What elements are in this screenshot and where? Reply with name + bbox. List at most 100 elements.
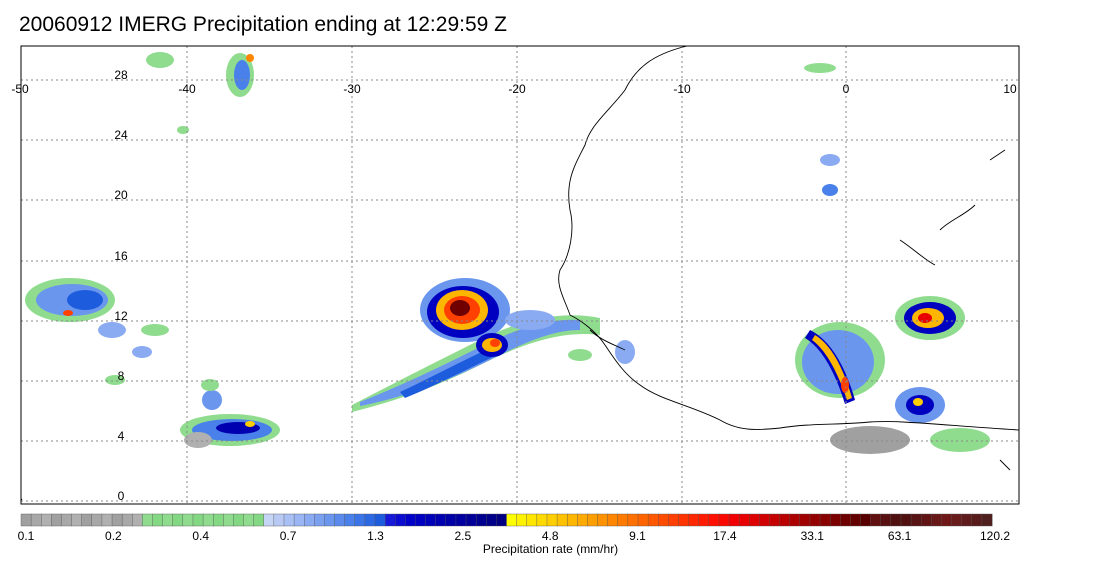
latitude-labels: 28 24 20 16 12 8 4 0 xyxy=(114,68,128,503)
colorbar-swatch xyxy=(738,513,750,527)
colorbar-swatch xyxy=(850,513,862,527)
colorbar-swatch xyxy=(304,513,315,527)
colorbar-swatch xyxy=(425,513,437,527)
colorbar-swatch xyxy=(577,513,588,527)
colorbar-labels: 0.1 0.2 0.4 0.7 1.3 2.5 4.8 9.1 17.4 33.1 63.1 120.… xyxy=(18,529,1011,543)
colorbar-swatch xyxy=(486,513,497,527)
colorbar-swatch xyxy=(526,513,538,527)
colorbar-swatch xyxy=(637,513,649,527)
colorbar-swatch xyxy=(587,513,599,527)
colorbar-swatch xyxy=(698,513,710,527)
lat-label: 4 xyxy=(118,429,125,443)
colorbar-tick-label: 1.3 xyxy=(367,529,384,543)
colorbar-swatch xyxy=(941,513,953,527)
colorbar-swatch xyxy=(647,513,659,527)
colorbar-swatch xyxy=(314,513,325,527)
lat-label: 8 xyxy=(118,369,125,383)
colorbar-swatch xyxy=(496,513,508,527)
colorbar-swatch xyxy=(111,513,123,527)
colorbar-swatch xyxy=(344,513,356,527)
colorbar-swatch xyxy=(142,513,153,527)
colorbar-tick-label: 4.8 xyxy=(542,529,559,543)
colorbar-swatch xyxy=(536,513,548,527)
colorbar-swatch xyxy=(556,513,568,527)
precipitation-fields xyxy=(25,52,990,454)
colorbar-swatch xyxy=(435,513,447,527)
colorbar-swatch xyxy=(759,513,770,527)
lat-label: 0 xyxy=(118,489,125,503)
map-frame xyxy=(20,45,1020,505)
colorbar-tick-label: 63.1 xyxy=(888,529,912,543)
colorbar-swatch xyxy=(273,513,285,527)
lon-label: -30 xyxy=(343,82,361,96)
colorbar-swatch xyxy=(779,513,791,527)
colorbar-swatch xyxy=(921,513,932,527)
colorbar-swatch xyxy=(324,513,336,527)
colorbar-swatch xyxy=(152,513,164,527)
colorbar-swatch xyxy=(243,513,255,527)
colorbar-swatch xyxy=(415,513,427,527)
colorbar-swatch xyxy=(445,513,457,527)
map-title: 20060912 IMERG Precipitation ending at 1… xyxy=(19,13,507,36)
colorbar-swatch xyxy=(212,513,224,527)
colorbar-swatch xyxy=(708,513,720,527)
colorbar-swatch xyxy=(789,513,801,527)
colorbar-swatch xyxy=(455,513,467,527)
lon-label: -10 xyxy=(673,82,691,96)
colorbar-swatch xyxy=(51,513,62,527)
lat-label: 12 xyxy=(114,309,128,323)
inland-water-lines xyxy=(899,149,1006,266)
colorbar-swatch xyxy=(728,513,740,527)
west-africa-coast xyxy=(558,46,1019,431)
colorbar-swatch xyxy=(749,513,760,527)
colorbar-swatch xyxy=(597,513,609,527)
colorbar-swatch xyxy=(71,513,83,527)
colorbar-swatch xyxy=(809,513,821,527)
colorbar-swatch xyxy=(678,513,690,527)
colorbar-swatch xyxy=(61,513,73,527)
colorbar-swatch xyxy=(81,513,93,527)
lon-label: -40 xyxy=(178,82,196,96)
colorbar-swatch xyxy=(263,513,275,527)
colorbar-swatch xyxy=(880,513,892,527)
colorbar-swatch xyxy=(283,513,295,527)
colorbar-swatch xyxy=(192,513,204,527)
colorbar-swatch xyxy=(840,513,851,527)
colorbar-swatch xyxy=(961,513,973,527)
colorbar-swatch xyxy=(829,513,841,527)
colorbar-swatch xyxy=(132,513,143,527)
colorbar-swatch xyxy=(121,513,133,527)
lon-label: -50 xyxy=(11,82,29,96)
colorbar-swatch xyxy=(890,513,902,527)
colorbar-swatch xyxy=(566,513,578,527)
colorbar-swatch xyxy=(668,513,679,527)
colorbar-swatch xyxy=(546,513,558,527)
colorbar-tick-label: 0.7 xyxy=(280,529,297,543)
colorbar-swatch xyxy=(233,513,245,527)
longitude-labels: -50 -40 -30 -20 -10 0 10 xyxy=(11,82,1017,96)
colorbar-swatch xyxy=(819,513,831,527)
colorbar-swatch xyxy=(971,513,983,527)
colorbar-swatch xyxy=(658,513,669,527)
lon-label: 10 xyxy=(1003,82,1017,96)
colorbar-swatch xyxy=(475,513,487,527)
colorbar-swatch xyxy=(374,513,386,527)
colorbar-swatch xyxy=(182,513,194,527)
colorbar-swatch xyxy=(617,513,629,527)
rain-cluster-40w-5n xyxy=(180,379,280,448)
rain-system-central xyxy=(352,278,635,412)
colorbar-swatch xyxy=(364,513,376,527)
colorbar-swatch xyxy=(334,513,346,527)
coastlines xyxy=(21,46,1019,501)
colorbar-tick-label: 9.1 xyxy=(629,529,646,543)
colorbar-swatch xyxy=(799,513,811,527)
lon-label: -20 xyxy=(508,82,526,96)
colorbar-swatch xyxy=(688,513,700,527)
colorbar-swatch xyxy=(465,513,477,527)
colorbar-tick-label: 0.4 xyxy=(192,529,209,543)
colorbar-swatch xyxy=(20,513,32,527)
colorbar-swatch xyxy=(293,513,305,527)
colorbar-tick-label: 0.2 xyxy=(105,529,122,543)
colorbar-swatch xyxy=(870,513,882,527)
